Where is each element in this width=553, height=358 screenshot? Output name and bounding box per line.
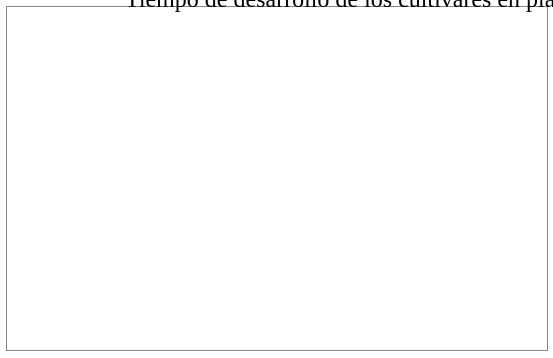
cut-off-heading: Tiempo de desarrollo de los cultivares e… [0,0,553,24]
cut-off-heading-text: Tiempo de desarrollo de los cultivares e… [125,0,553,13]
chart-frame [6,6,548,351]
